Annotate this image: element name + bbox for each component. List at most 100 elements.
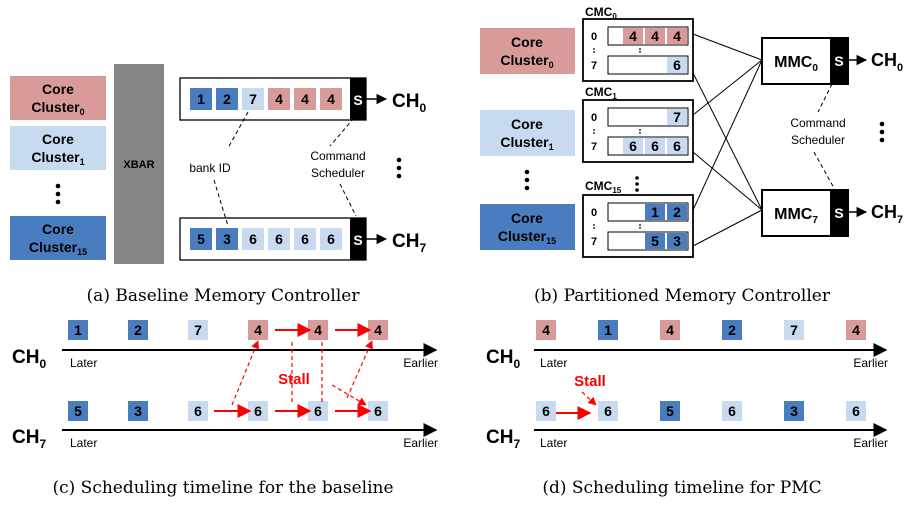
cluster-word: Cluster — [500, 52, 549, 68]
timeline-block-fill — [368, 320, 388, 340]
timeline-block: 1 — [598, 320, 618, 340]
cluster-sub: 15 — [77, 247, 87, 257]
stall-label: Stall — [574, 373, 606, 390]
core-cluster-15: Core Cluster15 — [10, 216, 106, 260]
timeline-block-label: 4 — [542, 322, 550, 338]
bank-id-label: bank ID — [189, 161, 231, 175]
cmc-entry-label: 6 — [651, 138, 659, 154]
cmc-entry-label: 4 — [651, 28, 659, 44]
queue-entry: 6 — [294, 228, 316, 250]
cmc-entry: 4 — [645, 28, 665, 44]
cmc-entry: 3 — [667, 233, 687, 249]
stall-leader — [581, 391, 597, 406]
channel-sub: 7 — [419, 241, 426, 255]
row-ellipsis — [639, 132, 641, 134]
cmc-entry-label: 5 — [651, 233, 659, 249]
cmc-entry-fill — [645, 138, 665, 154]
svg-text:CMC15: CMC15 — [585, 179, 622, 195]
queue-entry-fill — [294, 88, 316, 110]
timeline-block: 7 — [784, 320, 804, 340]
core-label: Core — [511, 210, 543, 226]
queue-entry-fill — [294, 228, 316, 250]
ellipsis-vertical — [524, 169, 530, 191]
cmc-entry: 1 — [645, 204, 665, 220]
bank-row-label: 7 — [591, 60, 597, 72]
queue-entry-label: 2 — [223, 91, 231, 107]
queue-entry-label: 6 — [327, 231, 335, 247]
queue-entry-label: 4 — [301, 91, 309, 107]
channel-sub: 7 — [897, 214, 903, 226]
svg-text:CH0: CH0 — [871, 50, 903, 74]
timeline-block-fill — [68, 401, 88, 421]
timeline-block-label: 1 — [74, 322, 82, 338]
cmc-entry-label: 6 — [673, 57, 681, 73]
timeline-block: 3 — [128, 401, 148, 421]
cmc-sub: 0 — [612, 12, 617, 21]
ellipsis-vertical — [635, 176, 639, 192]
timeline-block-label: 6 — [374, 403, 382, 419]
scheduler-leader — [813, 151, 835, 189]
timeline-block: 4 — [308, 320, 328, 340]
scheduler-box — [350, 78, 366, 120]
timeline-c-ch7-blocks: 5 3 6 6 6 6 — [68, 401, 388, 421]
channel-sub: 0 — [39, 357, 46, 371]
mmc-0: S MMC0 CH0 — [761, 37, 903, 85]
queue-entry: 3 — [216, 228, 238, 250]
channel-sub: 7 — [39, 437, 46, 451]
timeline-block: 6 — [598, 401, 618, 421]
row-ellipsis — [593, 132, 595, 134]
queue-entry-fill — [190, 228, 212, 250]
cmc-entry: 4 — [623, 28, 643, 44]
channel-label: CH — [871, 202, 897, 222]
timeline-block-fill — [846, 320, 866, 340]
core-cluster-15-box — [480, 204, 575, 250]
cmc-entry-fill — [667, 204, 687, 220]
timeline-block-label: 4 — [666, 322, 674, 338]
svg-text:CH7: CH7 — [12, 427, 46, 451]
svg-text:Cluster0: Cluster0 — [31, 99, 84, 117]
stall-label: Stall — [278, 371, 310, 388]
timeline-block-label: 1 — [604, 322, 612, 338]
mmc-sub: 0 — [812, 63, 818, 74]
scheduler-word: Scheduler — [311, 166, 365, 180]
cmc-entry-label: 2 — [673, 204, 681, 220]
timeline-block-label: 6 — [728, 403, 736, 419]
queue-entry: 4 — [320, 88, 342, 110]
core-cluster-1: Core Cluster1 — [10, 126, 106, 170]
timeline-c-ch0-blocks: 1 2 7 4 4 4 — [68, 320, 388, 340]
channel-sub: 0 — [897, 62, 903, 74]
timeline-block-fill — [846, 401, 866, 421]
cmc-entry-label: 6 — [629, 138, 637, 154]
timeline-block: 6 — [846, 401, 866, 421]
mmc-7: S MMC7 CH7 — [761, 189, 903, 237]
timeline-block-fill — [248, 320, 268, 340]
bank-row-label: 7 — [591, 236, 597, 248]
timeline-block-label: 5 — [74, 403, 82, 419]
svg-text:CMC1: CMC1 — [585, 85, 617, 101]
queue-entry: 2 — [216, 88, 238, 110]
timeline-block-fill — [722, 401, 742, 421]
queue-entry: 4 — [268, 88, 290, 110]
svg-text:CH7: CH7 — [392, 231, 426, 255]
cmc-entry-fill — [645, 204, 665, 220]
channel-sub: 0 — [513, 357, 520, 371]
scheduler-label: S — [353, 232, 362, 248]
svg-text:CMC0: CMC0 — [585, 5, 617, 21]
timeline-block: 5 — [660, 401, 680, 421]
timeline-block: 2 — [128, 320, 148, 340]
cmc-entry-fill — [645, 28, 665, 44]
channel-label: CH — [392, 231, 419, 252]
timeline-block-fill — [598, 401, 618, 421]
scheduler-box — [350, 218, 366, 260]
queue-entry-fill — [242, 228, 264, 250]
scheduler-leader — [817, 83, 833, 113]
timeline-block-fill — [188, 401, 208, 421]
later-label: Later — [540, 356, 567, 370]
timeline-block: 4 — [536, 320, 556, 340]
queue-entry-fill — [268, 88, 290, 110]
timeline-block-label: 4 — [374, 322, 382, 338]
command-label: Command — [310, 149, 365, 163]
timeline-block-label: 7 — [194, 322, 202, 338]
cmc-entry-label: 3 — [673, 233, 681, 249]
